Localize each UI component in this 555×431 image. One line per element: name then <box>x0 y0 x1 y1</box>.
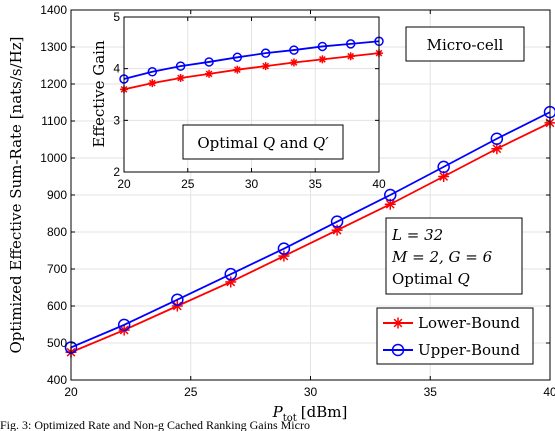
inset-annotation-mid: and <box>275 134 313 152</box>
main-y-tick-label: 700 <box>47 262 67 276</box>
main-point-lower <box>171 300 183 312</box>
main-series-line-lower <box>70 122 551 354</box>
x-axis-label-sub: tot <box>283 413 297 424</box>
inset-point-upper <box>175 61 186 71</box>
main-point-upper <box>384 188 397 202</box>
legend-marker-upper <box>391 343 405 357</box>
inset-point-upper <box>345 39 356 49</box>
main-series-line-upper <box>70 111 551 349</box>
x-axis-label-unit: [dBm] <box>301 403 348 421</box>
params-line-3-prefix: Optimal <box>392 270 457 288</box>
x-axis-label-main: P <box>272 403 284 421</box>
params-line-3-var: Q <box>457 270 469 288</box>
main-y-tick-label: 1100 <box>41 114 67 128</box>
legend: Lower-Bound Upper-Bound <box>376 307 534 365</box>
inset-point-upper <box>317 41 328 52</box>
inset-annotation-text: Optimal Q and Q′ <box>197 134 329 152</box>
inset-point-upper <box>204 57 214 67</box>
main-y-tick-label: 1200 <box>40 77 67 91</box>
micro-cell-label: Micro-cell <box>427 36 504 54</box>
inset-y-tick-label: 3 <box>113 113 120 127</box>
main-point-lower <box>331 224 343 236</box>
main-point-upper <box>171 293 184 306</box>
main-y-tick-label: 1300 <box>40 40 67 54</box>
inset-y-tick-label: 2 <box>113 165 120 179</box>
inset-annotation-var2: Q′ <box>313 134 329 152</box>
main-point-upper <box>490 132 504 146</box>
main-y-tick-label: 400 <box>47 373 67 387</box>
main-y-tick-label: 600 <box>47 299 67 313</box>
main-x-tick-label: 40 <box>543 385 555 399</box>
inset-series <box>119 36 384 94</box>
main-y-tick-label: 800 <box>47 225 67 239</box>
inset-point-lower <box>176 73 185 82</box>
params-box <box>385 217 523 295</box>
inset-point-lower <box>148 79 157 88</box>
main-ticks: 20 25 30 35 40400500600700800900100011001200… <box>40 3 555 399</box>
inset-ticks: 20 25 30 35 40 2 3 4 5 <box>113 10 386 191</box>
inset-x-tick-label: 20 <box>117 177 131 191</box>
inset-x-tick-label: 25 <box>181 177 195 191</box>
inset-series-line-lower <box>123 52 380 91</box>
inset-point-upper <box>232 52 243 63</box>
params-line-2: M = 2, G = 6 <box>391 248 493 266</box>
main-point-lower <box>438 171 450 182</box>
inset-y-tick-label: 4 <box>113 62 120 76</box>
main-y-tick-label: 900 <box>47 188 67 202</box>
inset-x-tick-label: 35 <box>309 177 323 191</box>
main-x-tick-label: 20 <box>64 385 78 399</box>
inset-x-tick-label: 30 <box>245 177 259 191</box>
legend-label-upper: Upper-Bound <box>418 341 520 359</box>
inset-point-upper <box>260 48 271 58</box>
params-line-1: L = 32 <box>391 226 443 244</box>
main-point-upper <box>330 215 344 228</box>
inset-point-lower <box>205 69 214 78</box>
inset-y-tick-label: 5 <box>113 10 120 24</box>
main-point-upper <box>277 242 291 255</box>
y-axis-label: Optimized Effective Sum-Rate [nats/s/Hz] <box>7 36 25 353</box>
inset-annotation-prefix: Optimal <box>197 134 262 152</box>
main-point-upper <box>437 160 450 174</box>
inset-point-lower <box>233 65 242 74</box>
micro-cell-box <box>405 26 525 62</box>
main-y-tick-label: 1400 <box>40 3 67 17</box>
legend-box <box>376 307 534 365</box>
inset-point-upper <box>289 45 299 55</box>
main-series <box>64 105 555 358</box>
inset-x-tick-label: 40 <box>372 177 386 191</box>
main-y-tick-label: 1000 <box>40 151 67 165</box>
inset-annotation-box <box>182 124 344 160</box>
inset-series-line-upper <box>123 40 380 80</box>
main-point-upper <box>224 267 237 281</box>
inset-point-upper <box>147 67 158 77</box>
params-line-3: Optimal Q <box>392 270 470 288</box>
legend-marker-lower <box>392 317 404 329</box>
main-x-tick-label: 25 <box>184 385 198 399</box>
inset-point-lower <box>289 58 298 67</box>
main-y-tick-label: 500 <box>47 336 67 350</box>
main-point-lower <box>491 143 503 155</box>
x-axis-label: Ptot [dBm] <box>272 403 348 424</box>
main-x-tick-label: 35 <box>424 385 438 399</box>
inset-y-axis-label: Effective Gain <box>90 40 108 148</box>
legend-marker-lower-star <box>392 317 404 329</box>
legend-label-lower: Lower-Bound <box>418 314 520 332</box>
main-x-tick-label: 30 <box>304 385 318 399</box>
inset-point-lower <box>261 62 270 71</box>
figure-caption: Fig. 3: Optimized Rate and Non-g Cached … <box>0 418 310 431</box>
main-point-upper <box>117 318 131 332</box>
inset-point-lower <box>318 55 327 64</box>
inset-annotation-var1: Q <box>263 134 275 152</box>
inset-point-lower <box>346 52 355 61</box>
